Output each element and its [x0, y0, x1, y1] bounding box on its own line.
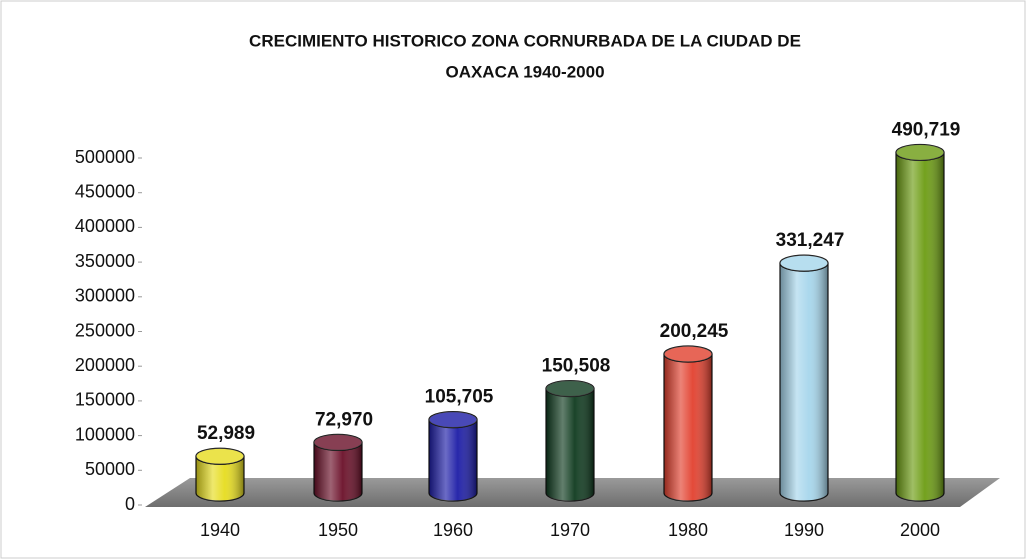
bar-top	[895, 143, 945, 162]
bar-top-shade	[664, 346, 712, 363]
bar-top-shade	[896, 144, 944, 161]
y-tick-label: 0	[125, 494, 135, 514]
x-tick-label: 1950	[318, 520, 358, 540]
y-tick-label: 250000	[75, 320, 135, 340]
data-label: 105,705	[425, 387, 494, 408]
data-label: 490,719	[892, 119, 961, 140]
bar-top	[428, 411, 478, 429]
y-tick-label: 350000	[75, 251, 135, 271]
x-tick-label: 1960	[433, 520, 473, 540]
chart-title: CRECIMIENTO HISTORICO ZONA CORNURBADA DE…	[249, 31, 801, 50]
bar-shade	[896, 152, 945, 501]
x-tick-label: 1980	[668, 520, 708, 540]
bar-shade	[546, 388, 594, 501]
bar-shade	[429, 419, 477, 501]
bar-top	[195, 447, 245, 465]
bar-top-shade	[314, 434, 362, 451]
data-label: 150,508	[542, 356, 611, 377]
y-tick-label: 300000	[75, 286, 135, 306]
x-tick-label: 1990	[784, 520, 824, 540]
chart-title: OAXACA 1940-2000	[445, 62, 604, 81]
data-label: 72,970	[315, 409, 373, 430]
x-tick-label: 1940	[200, 520, 240, 540]
x-tick-label: 2000	[900, 520, 940, 540]
y-tick-label: 200000	[75, 355, 135, 375]
bar-top	[663, 345, 713, 363]
bar-top-shade	[196, 448, 244, 465]
bar-top-shade	[546, 380, 594, 397]
bar-top	[545, 379, 595, 398]
bar-top-shade	[429, 411, 477, 428]
bar-shade	[664, 354, 712, 501]
y-tick-label: 450000	[75, 181, 135, 201]
y-tick-label: 50000	[85, 459, 135, 479]
bar-top	[779, 254, 829, 272]
y-tick-label: 150000	[75, 390, 135, 410]
data-label: 331,247	[776, 230, 845, 251]
bar-top	[313, 433, 363, 451]
y-tick-label: 100000	[75, 424, 135, 444]
data-label: 52,989	[197, 423, 255, 444]
bar-shade	[314, 442, 362, 501]
bar-top-shade	[780, 255, 828, 272]
bar-shade	[780, 263, 828, 501]
data-label: 200,245	[660, 321, 729, 342]
y-tick-label: 500000	[75, 147, 135, 167]
y-tick-label: 400000	[75, 216, 135, 236]
x-tick-label: 1970	[550, 520, 590, 540]
bar-shade	[196, 456, 244, 501]
